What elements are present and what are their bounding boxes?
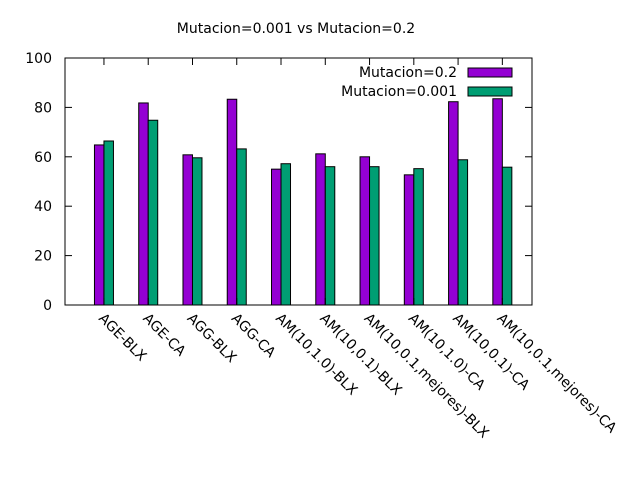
y-tick-label: 80 (34, 100, 52, 116)
bars-group (93, 98, 513, 306)
bar-mut-0-001-3 (236, 148, 247, 306)
bar-mut-0-001-9 (501, 166, 513, 306)
bar-mut-0-001-2 (191, 157, 203, 306)
plot-frame (64, 57, 533, 306)
bar-mut-0-2-0 (93, 144, 105, 306)
bar-mut-0-2-6 (359, 156, 371, 306)
bar-mut-0-2-2 (182, 154, 193, 306)
bar-mut-0-2-5 (315, 153, 326, 306)
x-tick-label: AM(10,1.0)-BLX (272, 311, 360, 399)
y-tick-label: 40 (34, 199, 52, 215)
legend-swatch (467, 86, 513, 97)
bar-mut-0-2-4 (271, 168, 282, 306)
bar-mut-0-2-9 (492, 98, 503, 306)
bar-mut-0-2-8 (448, 101, 459, 306)
bar-mut-0-001-0 (103, 140, 114, 306)
chart-title: Mutacion=0.001 vs Mutacion=0.2 (177, 21, 415, 37)
legend-swatch (467, 67, 513, 78)
bar-mut-0-001-7 (413, 168, 424, 306)
legend-label: Mutacion=0.2 (359, 65, 457, 81)
bar-mut-0-001-1 (147, 119, 159, 306)
y-tick-label: 20 (34, 249, 52, 265)
bar-mut-0-001-8 (457, 159, 469, 306)
bar-mut-0-2-3 (226, 98, 238, 306)
x-tick-label: AM(10,1.0)-CA (405, 311, 488, 394)
bar-mut-0-2-1 (138, 102, 149, 306)
y-axis: 0 20 40 60 80 100 (25, 51, 532, 314)
legend-label: Mutacion=0.001 (341, 84, 457, 100)
x-tick-label: AM(10,0.1)-CA (449, 311, 532, 394)
bar-mut-0-001-5 (324, 166, 336, 306)
y-tick-label: 0 (43, 298, 52, 314)
bar-mut-0-2-7 (403, 174, 415, 306)
y-tick-label: 60 (34, 150, 52, 166)
bar-mut-0-001-4 (280, 163, 292, 306)
legend: Mutacion=0.2 Mutacion=0.001 (341, 65, 513, 100)
y-tick-label: 100 (25, 51, 52, 67)
bar-mut-0-001-6 (369, 166, 380, 306)
x-tick-label: AM(10,0.1)-BLX (316, 311, 404, 399)
x-axis: AGE-BLXAGE-CAAGG-BLXAGG-CAAM(10,1.0)-BLX… (95, 58, 620, 442)
